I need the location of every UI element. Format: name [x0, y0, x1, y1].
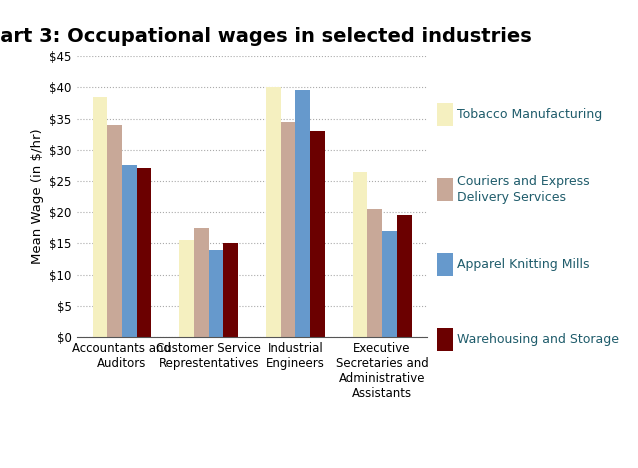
- Title: Chart 3: Occupational wages in selected industries: Chart 3: Occupational wages in selected …: [0, 27, 532, 46]
- Bar: [397, 215, 412, 337]
- Text: Tobacco Manufacturing: Tobacco Manufacturing: [457, 108, 603, 121]
- Bar: [295, 90, 310, 337]
- Y-axis label: Mean Wage (in $/hr): Mean Wage (in $/hr): [31, 129, 44, 264]
- Bar: [209, 249, 223, 337]
- Bar: [266, 88, 281, 337]
- Bar: [281, 122, 295, 337]
- Bar: [179, 240, 194, 337]
- Text: Apparel Knitting Mills: Apparel Knitting Mills: [457, 258, 590, 271]
- Text: Couriers and Express
Delivery Services: Couriers and Express Delivery Services: [457, 175, 590, 204]
- Bar: [353, 172, 367, 337]
- Bar: [194, 228, 209, 337]
- Text: Warehousing and Storage: Warehousing and Storage: [457, 333, 619, 346]
- Bar: [107, 125, 122, 337]
- Bar: [223, 243, 238, 337]
- Bar: [122, 165, 137, 337]
- Bar: [137, 168, 151, 337]
- Bar: [310, 131, 325, 337]
- Bar: [367, 209, 382, 337]
- Bar: [382, 231, 397, 337]
- Bar: [93, 97, 107, 337]
